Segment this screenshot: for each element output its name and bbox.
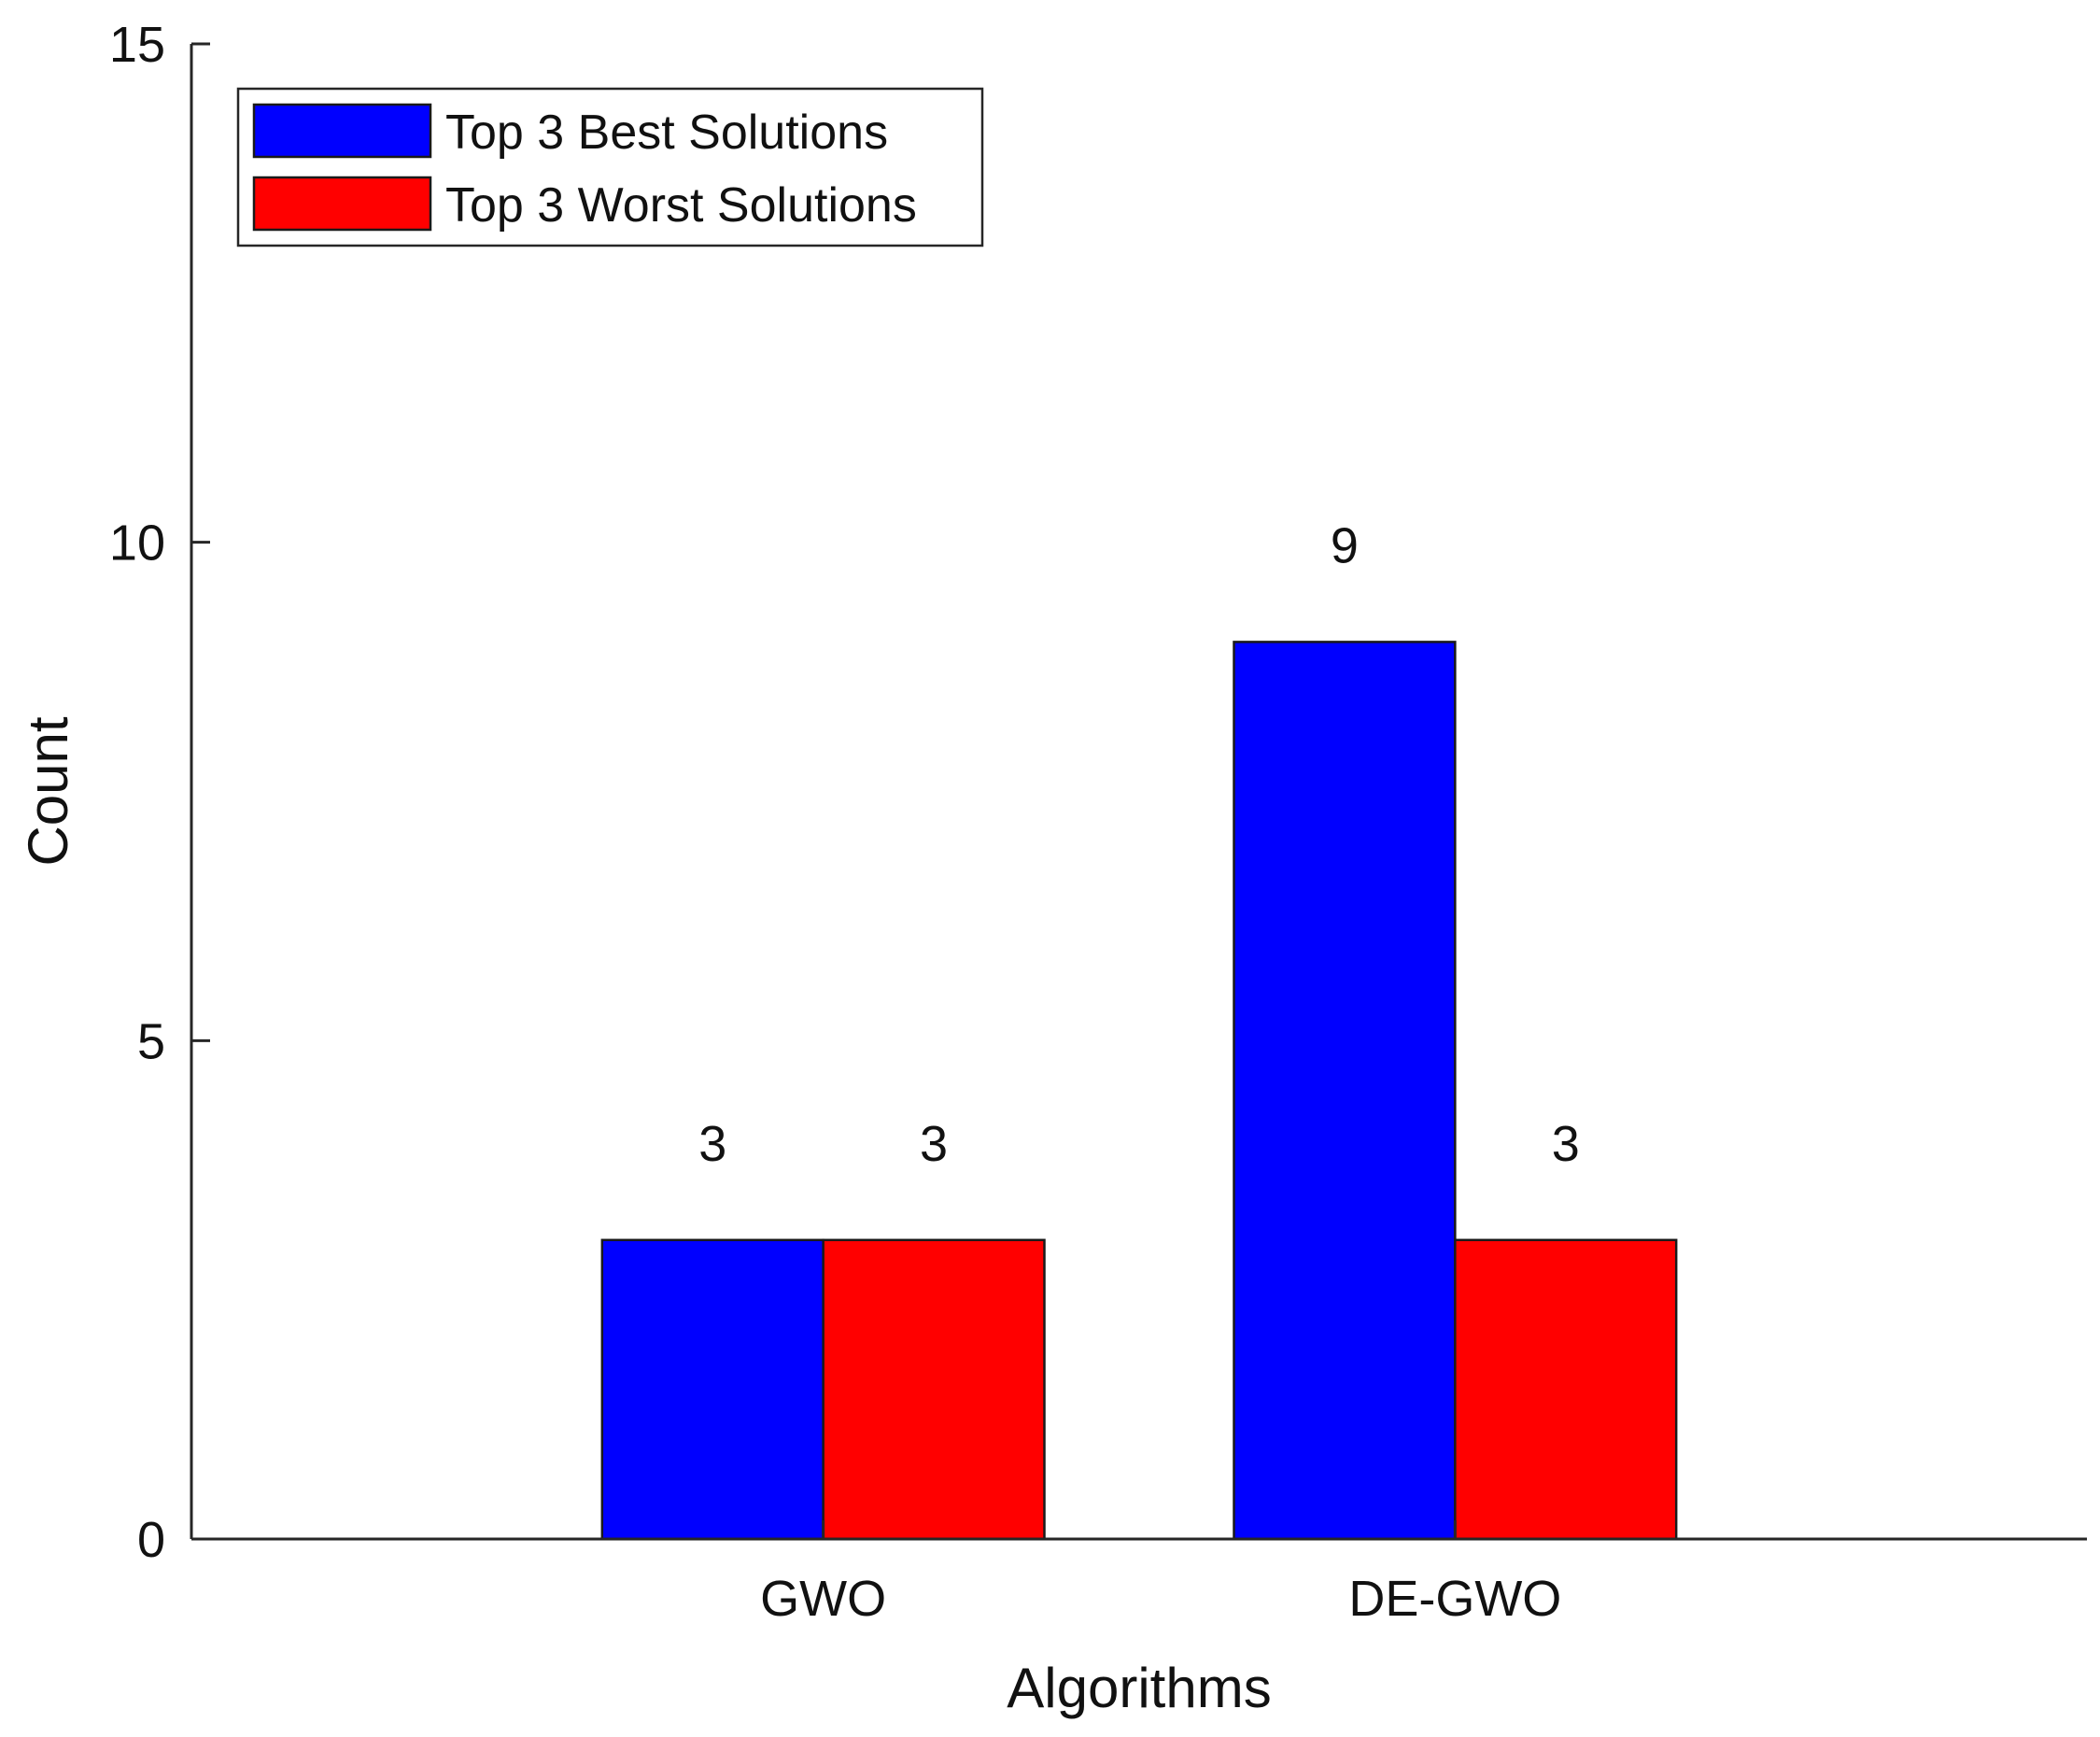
y-tick-label: 10 <box>109 515 165 572</box>
legend-label: Top 3 Best Solutions <box>445 106 888 160</box>
data-label: 3 <box>1552 1116 1580 1172</box>
bar-top-3-worst-solutions-de-gwo <box>1454 1238 1678 1541</box>
bars-layer <box>600 641 1678 1541</box>
legend-swatch <box>252 176 432 232</box>
x-axis-label: Algorithms <box>1007 1657 1271 1719</box>
legend-swatch <box>252 103 432 159</box>
y-ticks-layer: 0 5 10 15 <box>109 17 210 1568</box>
bar-top-3-worst-solutions-gwo <box>822 1238 1046 1541</box>
data-label: 3 <box>920 1116 948 1172</box>
y-tick-label: 5 <box>137 1013 165 1069</box>
bar-top-3-best-solutions-gwo <box>600 1238 824 1541</box>
y-tick-label: 15 <box>109 17 165 73</box>
legend-label: Top 3 Worst Solutions <box>445 178 917 233</box>
x-ticks-layer: GWO DE-GWO <box>760 1520 1561 1627</box>
data-label: 3 <box>698 1116 726 1172</box>
y-tick-label: 0 <box>137 1512 165 1568</box>
y-axis-label: Count <box>17 716 79 866</box>
data-label: 9 <box>1331 517 1359 573</box>
axes-layer <box>190 44 2087 1541</box>
data-labels-layer: 3 3 9 3 <box>698 517 1580 1171</box>
x-tick-label: DE-GWO <box>1348 1571 1561 1627</box>
bar-top-3-best-solutions-de-gwo <box>1233 641 1457 1541</box>
x-tick-label: GWO <box>760 1571 886 1627</box>
legend: Top 3 Best Solutions Top 3 Worst Solution… <box>236 87 984 247</box>
